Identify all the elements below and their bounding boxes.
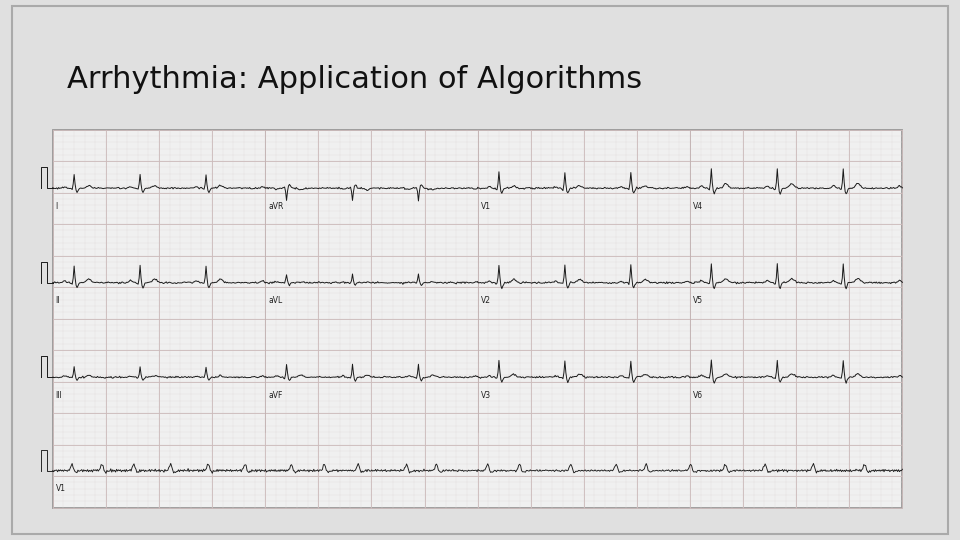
Text: V1: V1 — [480, 202, 491, 211]
Text: aVF: aVF — [268, 391, 282, 400]
Bar — [53, 130, 902, 508]
Text: aVL: aVL — [268, 296, 282, 306]
Text: Arrhythmia: Application of Algorithms: Arrhythmia: Application of Algorithms — [67, 65, 642, 94]
Text: III: III — [56, 391, 62, 400]
Text: II: II — [56, 296, 60, 306]
Text: V3: V3 — [480, 391, 491, 400]
Text: V6: V6 — [693, 391, 703, 400]
Text: I: I — [56, 202, 58, 211]
Text: V2: V2 — [480, 296, 491, 306]
Text: V4: V4 — [693, 202, 703, 211]
Text: aVR: aVR — [268, 202, 283, 211]
Text: V1: V1 — [56, 484, 65, 494]
Text: V5: V5 — [693, 296, 703, 306]
